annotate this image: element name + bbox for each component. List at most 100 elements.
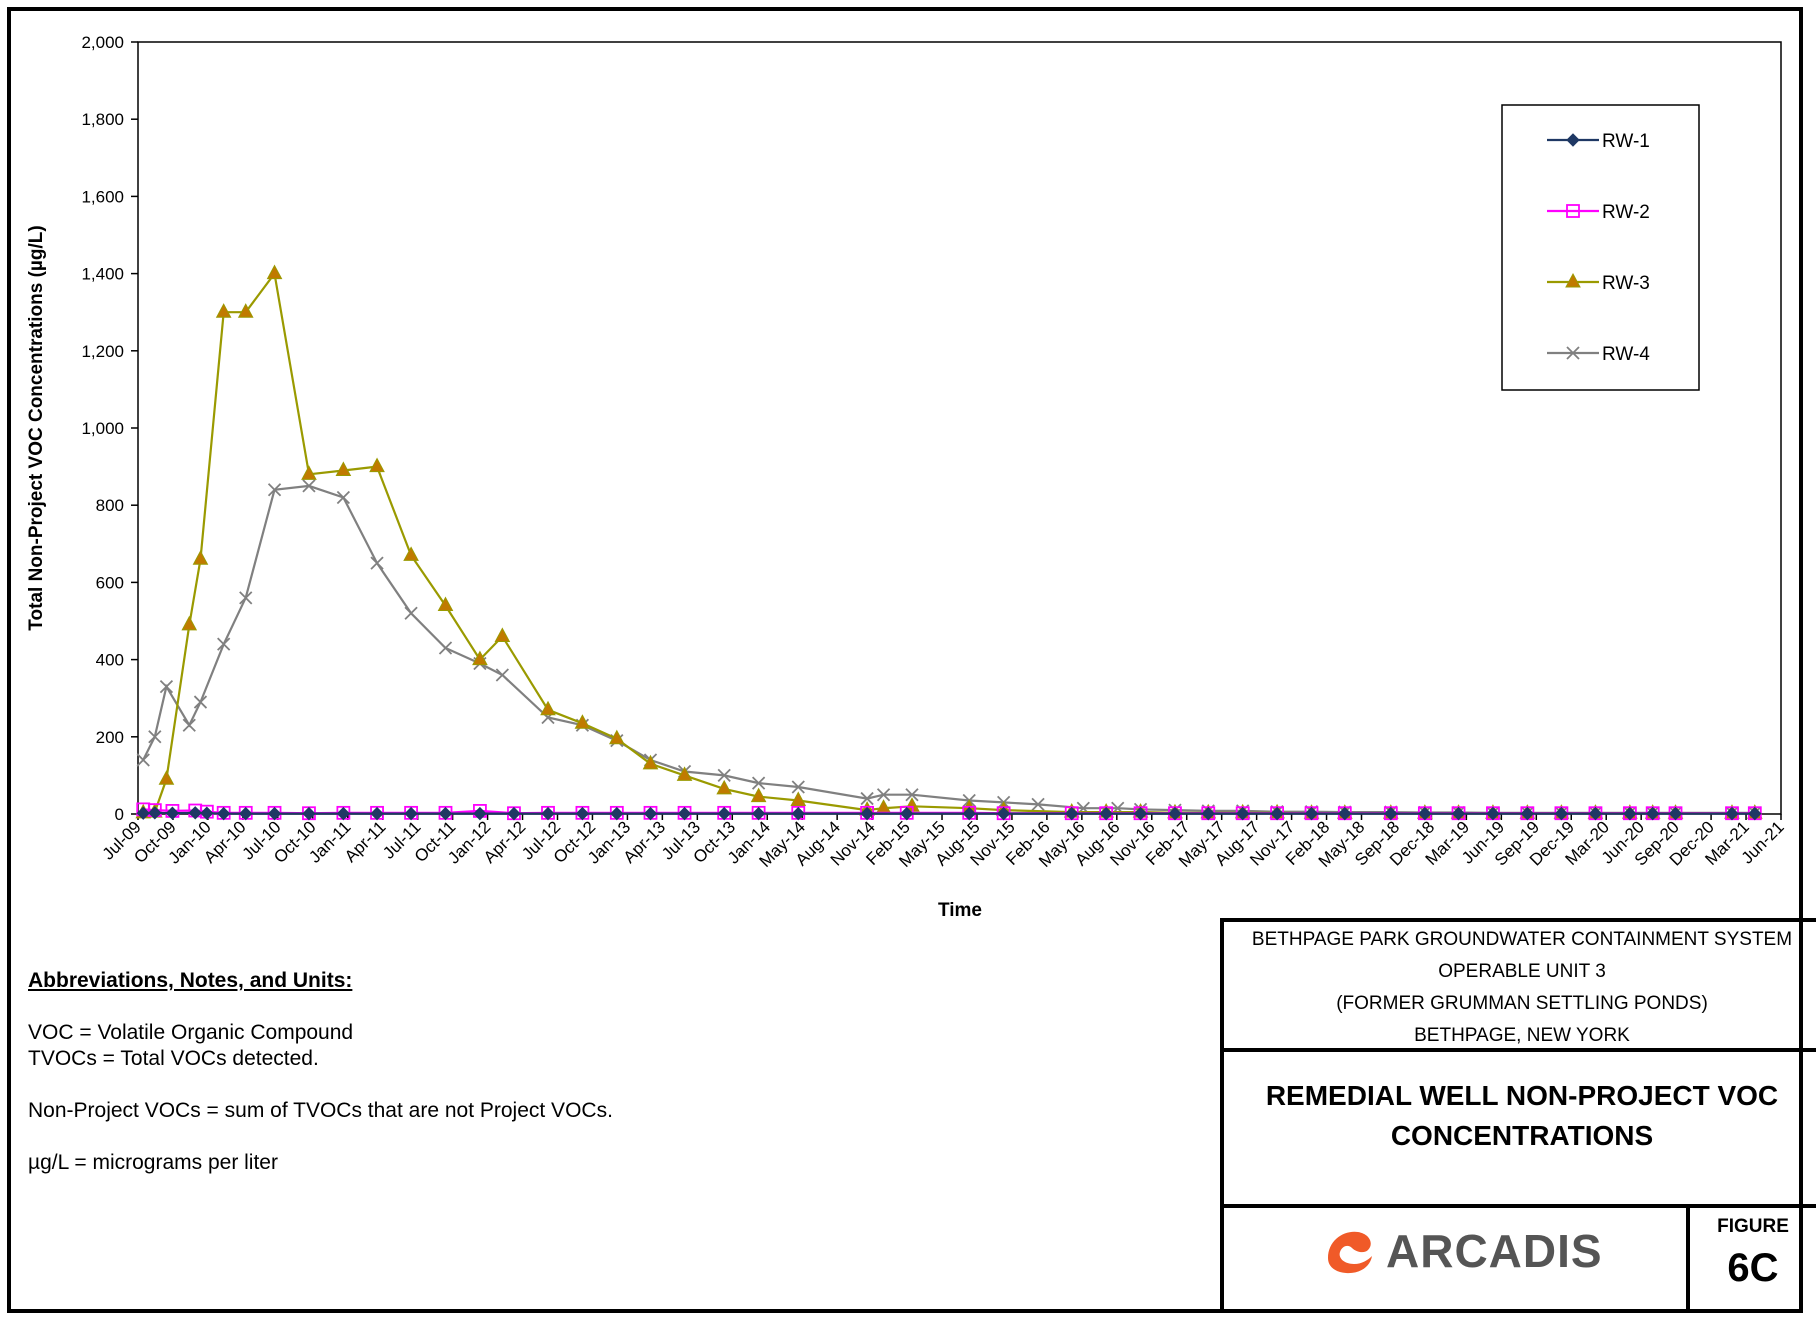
rw-3-point	[437, 596, 454, 612]
rw-4-point	[495, 668, 509, 682]
rw-1-point	[1554, 806, 1569, 821]
x-axis-title: Time	[938, 900, 982, 921]
rw-1-point	[1748, 806, 1762, 821]
rw-4-point	[136, 753, 150, 767]
rw-1-point	[1588, 806, 1603, 821]
rw-3-point	[790, 791, 807, 806]
rw-1-point	[1384, 806, 1398, 821]
figure-title-line-2: CONCENTRATIONS	[1390, 1120, 1654, 1151]
rw-1-point	[1235, 806, 1250, 821]
rw-4-point	[159, 679, 174, 694]
legend-rw-1-point	[1566, 133, 1580, 147]
rw-3-point	[266, 264, 283, 280]
rw-1-point	[1623, 806, 1637, 821]
rw-3-point	[472, 650, 488, 666]
rw-4-point	[239, 591, 253, 605]
y-tick-label: 1,200	[81, 342, 124, 361]
rw-4-point	[905, 788, 919, 802]
arcadis-logo-icon	[1328, 1231, 1372, 1274]
rw-4-point	[148, 730, 162, 744]
rw-1-point	[267, 806, 282, 821]
rw-1-point	[643, 806, 658, 821]
rw-1-point	[188, 806, 202, 820]
rw-4-point	[267, 483, 282, 497]
legend: RW-1 RW-2 RW-3 RW-4	[1501, 104, 1700, 391]
rw-1-point	[507, 806, 521, 821]
rw-4-point	[404, 606, 418, 620]
site-name: (FORMER GRUMMAN SETTLING PONDS)	[1336, 993, 1708, 1014]
legend-rw-3-point	[1565, 272, 1581, 288]
rw-1-point	[677, 806, 692, 821]
rw-1-point	[1451, 806, 1466, 821]
notes-section: Abbreviations, Notes, and Units: VOC = V…	[28, 968, 1178, 1202]
series-layer	[135, 264, 1763, 821]
rw-1-point	[1133, 806, 1148, 821]
figure-title-line-1: REMEDIAL WELL NON-PROJECT VOC	[1265, 1080, 1779, 1111]
rw-3-point	[540, 700, 556, 716]
rw-1-point	[860, 806, 874, 821]
rw-3-point	[192, 550, 209, 565]
rw-1-point	[1418, 806, 1432, 821]
project-name: BETHPAGE PARK GROUNDWATER CONTAINMENT SY…	[1251, 929, 1793, 950]
rw-1-point	[136, 806, 150, 820]
rw-1-point	[900, 806, 914, 821]
rw-3-point	[237, 303, 254, 318]
location: BETHPAGE, NEW YORK	[1414, 1025, 1630, 1046]
logo-cell: ARCADIS	[1220, 1204, 1690, 1313]
rw-4-point	[1031, 797, 1045, 811]
rw-1-point	[610, 806, 624, 821]
rw-1-point	[370, 806, 384, 821]
rw-1-point	[148, 806, 162, 820]
rw-1-line	[143, 811, 1755, 815]
rw-1-point	[1668, 806, 1683, 821]
legend-label-rw-4: RW-4	[1602, 344, 1650, 365]
rw-4-point	[336, 490, 351, 505]
note-tvocs: TVOCs = Total VOCs detected.	[28, 1047, 319, 1070]
legend-label-rw-3: RW-3	[1602, 273, 1650, 294]
rw-1-point	[336, 806, 351, 821]
y-tick-label: 600	[96, 573, 124, 592]
rw-1-point	[1338, 806, 1352, 821]
figure-title: REMEDIAL WELL NON-PROJECT VOC CONCENTRAT…	[1220, 1048, 1816, 1208]
rw-4-point	[370, 556, 384, 570]
rw-3-point	[676, 766, 693, 781]
rw-1-point	[1099, 806, 1113, 821]
rw-4-point	[860, 791, 874, 806]
note-voc: VOC = Volatile Organic Compound	[28, 1021, 354, 1044]
figure-label: FIGURE	[1717, 1216, 1789, 1237]
figure-number: 6C	[1727, 1246, 1779, 1290]
legend-label-rw-2: RW-2	[1602, 202, 1650, 223]
rw-1-point	[962, 806, 976, 821]
y-tick-label: 1,800	[81, 110, 124, 129]
line-chart: 0 200 400 600 800 1,000 1,200 1,400 1,600 1,800 2,…	[26, 33, 1788, 921]
rw-1-point	[1486, 806, 1500, 821]
rw-3-point	[716, 779, 733, 795]
legend-item-rw-2: RW-2	[1547, 202, 1650, 223]
rw-3-point	[403, 546, 419, 561]
rw-3-point	[574, 714, 591, 729]
rw-1-point	[165, 806, 180, 820]
note-non-project: Non-Project VOCs = sum of TVOCs that are…	[28, 1099, 613, 1122]
rw-3-point	[181, 615, 198, 631]
rw-4-point	[182, 718, 196, 732]
rw-3-point	[215, 303, 232, 318]
figure-frame	[7, 7, 1803, 1313]
rw-1-point	[717, 806, 731, 821]
rw-1-point	[404, 806, 418, 821]
rw-1-point	[791, 806, 805, 821]
rw-1-point	[200, 806, 214, 820]
y-tick-label: 400	[96, 651, 124, 670]
rw-1-point	[1270, 806, 1284, 821]
rw-1-point	[1201, 806, 1215, 821]
rw-3-point	[642, 754, 659, 770]
operable-unit: OPERABLE UNIT 3	[1438, 961, 1606, 982]
y-tick-label: 800	[96, 496, 124, 515]
rw-1-point	[575, 806, 590, 821]
y-tick-label: 0	[115, 805, 124, 824]
rw-1-point	[216, 806, 231, 821]
y-axis-title: Total Non-Project VOC Concentrations (µg…	[26, 225, 47, 630]
y-tick-label: 1,600	[81, 187, 124, 206]
rw-1-point	[302, 806, 316, 821]
rw-1-point	[1168, 806, 1182, 821]
rw-4-point	[217, 637, 231, 651]
